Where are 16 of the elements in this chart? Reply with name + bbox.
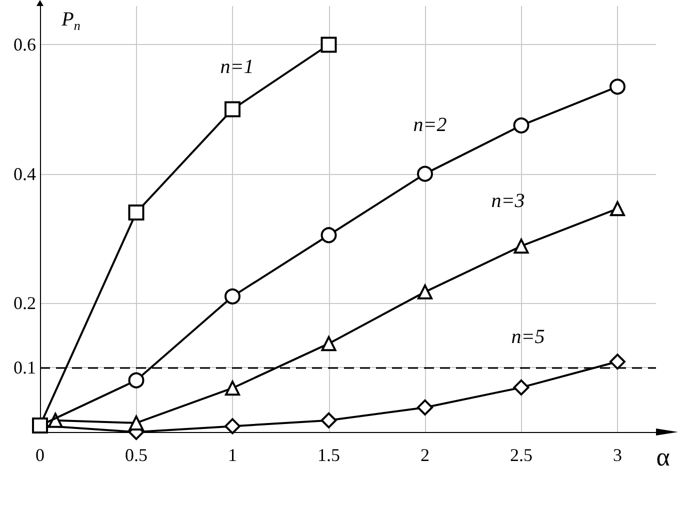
annotation: n=1 (220, 56, 254, 78)
x-axis-title: α (656, 442, 670, 472)
x-tick-label: 3 (613, 445, 622, 465)
y-tick-label: 0.2 (14, 292, 36, 313)
y-tick-label: 0.4 (14, 164, 36, 184)
annotation: n=2 (413, 114, 447, 136)
y-tick-label: 0.1 (14, 357, 36, 378)
x-tick-label: 2.5 (510, 445, 532, 465)
x-tick-label: 0 (36, 445, 44, 465)
x-tick-label: 0.5 (125, 445, 148, 465)
x-tick-label: 1 (228, 445, 237, 465)
annotation: n=3 (491, 190, 525, 212)
x-tick-label: 1.5 (318, 445, 340, 465)
annotation: n=5 (511, 326, 545, 348)
y-tick-label: 0.6 (14, 34, 36, 55)
x-tick-label: 2 (420, 445, 430, 465)
